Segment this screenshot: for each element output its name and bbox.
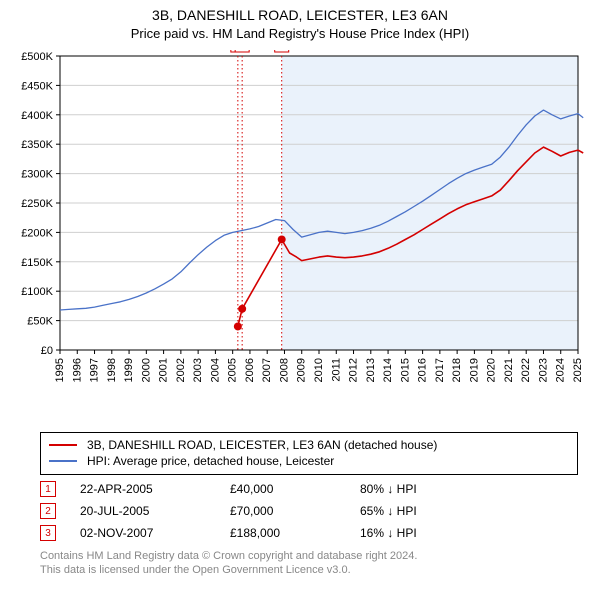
- footer-line: This data is licensed under the Open Gov…: [40, 564, 417, 578]
- legend-item-hpi: HPI: Average price, detached house, Leic…: [49, 453, 569, 469]
- legend-label: HPI: Average price, detached house, Leic…: [87, 454, 334, 468]
- event-row: 1 22-APR-2005 £40,000 80% ↓ HPI: [40, 478, 417, 500]
- legend-label: 3B, DANESHILL ROAD, LEICESTER, LE3 6AN (…: [87, 438, 437, 452]
- svg-text:2005: 2005: [227, 358, 239, 382]
- svg-text:2000: 2000: [140, 358, 152, 382]
- svg-text:2004: 2004: [209, 358, 221, 382]
- svg-text:2006: 2006: [244, 358, 256, 382]
- svg-text:£500K: £500K: [21, 51, 53, 63]
- svg-text:£250K: £250K: [21, 198, 53, 210]
- event-price: £70,000: [230, 504, 360, 518]
- legend-swatch: [49, 444, 77, 446]
- svg-text:2003: 2003: [192, 358, 204, 382]
- legend-item-price-paid: 3B, DANESHILL ROAD, LEICESTER, LE3 6AN (…: [49, 437, 569, 453]
- svg-text:2025: 2025: [572, 358, 584, 382]
- svg-text:2007: 2007: [261, 358, 273, 382]
- svg-text:1998: 1998: [106, 358, 118, 382]
- event-date: 22-APR-2005: [80, 482, 230, 496]
- chart-legend: 3B, DANESHILL ROAD, LEICESTER, LE3 6AN (…: [40, 432, 578, 475]
- svg-text:1995: 1995: [54, 358, 66, 382]
- svg-text:2021: 2021: [503, 358, 515, 382]
- events-table: 1 22-APR-2005 £40,000 80% ↓ HPI 2 20-JUL…: [40, 478, 417, 544]
- svg-text:£350K: £350K: [21, 139, 53, 151]
- svg-text:2018: 2018: [451, 358, 463, 382]
- svg-text:£150K: £150K: [21, 257, 53, 269]
- svg-text:2001: 2001: [158, 358, 170, 382]
- footer-line: Contains HM Land Registry data © Crown c…: [40, 550, 417, 564]
- svg-text:2015: 2015: [399, 358, 411, 382]
- svg-text:2023: 2023: [537, 358, 549, 382]
- svg-text:2: 2: [239, 50, 245, 52]
- event-marker-icon: 2: [40, 503, 56, 519]
- svg-text:2017: 2017: [434, 358, 446, 382]
- event-row: 3 02-NOV-2007 £188,000 16% ↓ HPI: [40, 522, 417, 544]
- svg-text:£100K: £100K: [21, 286, 53, 298]
- event-date: 20-JUL-2005: [80, 504, 230, 518]
- svg-text:2011: 2011: [330, 358, 342, 382]
- svg-text:£50K: £50K: [27, 316, 53, 328]
- event-price: £188,000: [230, 526, 360, 540]
- event-delta: 65% ↓ HPI: [360, 504, 417, 518]
- svg-text:2014: 2014: [382, 358, 394, 382]
- svg-text:£200K: £200K: [21, 227, 53, 239]
- page-title-sub: Price paid vs. HM Land Registry's House …: [0, 25, 600, 43]
- svg-text:2022: 2022: [520, 358, 532, 382]
- svg-text:£0: £0: [41, 345, 53, 357]
- price-vs-hpi-chart: £0 £50K £100K £150K £200K £250K £300K £350K £400…: [12, 50, 588, 420]
- svg-text:2008: 2008: [278, 358, 290, 382]
- svg-text:2010: 2010: [313, 358, 325, 382]
- event-marker-icon: 1: [40, 481, 56, 497]
- svg-text:2009: 2009: [296, 358, 308, 382]
- svg-text:3: 3: [279, 50, 285, 52]
- svg-text:1996: 1996: [71, 358, 83, 382]
- attribution-footer: Contains HM Land Registry data © Crown c…: [40, 550, 417, 578]
- svg-text:2013: 2013: [365, 358, 377, 382]
- event-marker-icon: 3: [40, 525, 56, 541]
- svg-text:£400K: £400K: [21, 110, 53, 122]
- svg-text:£450K: £450K: [21, 80, 53, 92]
- event-row: 2 20-JUL-2005 £70,000 65% ↓ HPI: [40, 500, 417, 522]
- event-delta: 80% ↓ HPI: [360, 482, 417, 496]
- event-price: £40,000: [230, 482, 360, 496]
- svg-text:2002: 2002: [175, 358, 187, 382]
- svg-text:2012: 2012: [348, 358, 360, 382]
- svg-text:2019: 2019: [468, 358, 480, 382]
- svg-text:1999: 1999: [123, 358, 135, 382]
- svg-text:2024: 2024: [555, 358, 567, 382]
- legend-swatch: [49, 460, 77, 462]
- svg-text:2016: 2016: [417, 358, 429, 382]
- event-date: 02-NOV-2007: [80, 526, 230, 540]
- page-title-address: 3B, DANESHILL ROAD, LEICESTER, LE3 6AN: [0, 6, 600, 25]
- svg-text:2020: 2020: [486, 358, 498, 382]
- event-delta: 16% ↓ HPI: [360, 526, 417, 540]
- svg-text:1997: 1997: [89, 358, 101, 382]
- svg-text:£300K: £300K: [21, 169, 53, 181]
